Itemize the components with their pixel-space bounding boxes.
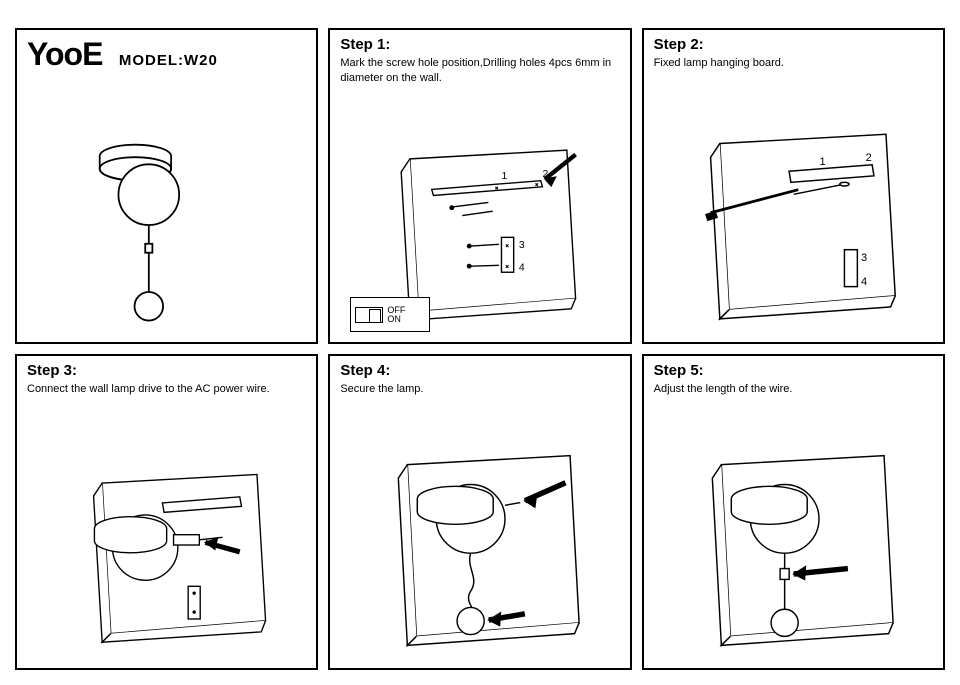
step2-desc: Fixed lamp hanging board. <box>654 56 933 71</box>
step2-title: Step 2: <box>654 36 933 54</box>
panel-brand: YooE MODEL:W20 <box>15 28 318 344</box>
step5-diagram <box>644 433 943 668</box>
step2-diagram: 1 2 3 4 <box>644 102 943 342</box>
power-switch-legend: OFF ON <box>350 297 430 332</box>
panel-step-5: Step 5: Adjust the length of the wire. <box>642 354 945 670</box>
brand-logo: YooE <box>27 36 102 72</box>
model-label: MODEL:W20 <box>119 52 218 69</box>
svg-text:1: 1 <box>502 171 508 182</box>
svg-text:1: 1 <box>819 156 825 168</box>
step4-title: Step 4: <box>340 362 619 380</box>
panel-step-1: Step 1: Mark the screw hole position,Dri… <box>328 28 631 344</box>
svg-text:4: 4 <box>861 276 867 288</box>
svg-text:3: 3 <box>519 240 525 251</box>
svg-text:4: 4 <box>519 262 525 273</box>
step3-desc: Connect the wall lamp drive to the AC po… <box>27 382 306 397</box>
step4-desc: Secure the lamp. <box>340 382 619 397</box>
step1-desc: Mark the screw hole position,Drilling ho… <box>340 56 619 86</box>
panel-step-2: Step 2: Fixed lamp hanging board. 1 2 3 <box>642 28 945 344</box>
step4-diagram <box>330 433 629 668</box>
product-illustration <box>17 92 316 342</box>
switch-icon <box>355 307 383 323</box>
instruction-grid: YooE MODEL:W20 Step 1: Mark the screw h <box>15 28 945 670</box>
svg-text:2: 2 <box>865 152 871 164</box>
switch-on: ON <box>387 315 405 324</box>
step5-title: Step 5: <box>654 362 933 380</box>
step1-title: Step 1: <box>340 36 619 54</box>
step5-desc: Adjust the length of the wire. <box>654 382 933 397</box>
panel-step-4: Step 4: Secure the lamp. <box>328 354 631 670</box>
svg-text:3: 3 <box>861 252 867 264</box>
step3-diagram <box>17 453 316 668</box>
step3-title: Step 3: <box>27 362 306 380</box>
panel-step-3: Step 3: Connect the wall lamp drive to t… <box>15 354 318 670</box>
